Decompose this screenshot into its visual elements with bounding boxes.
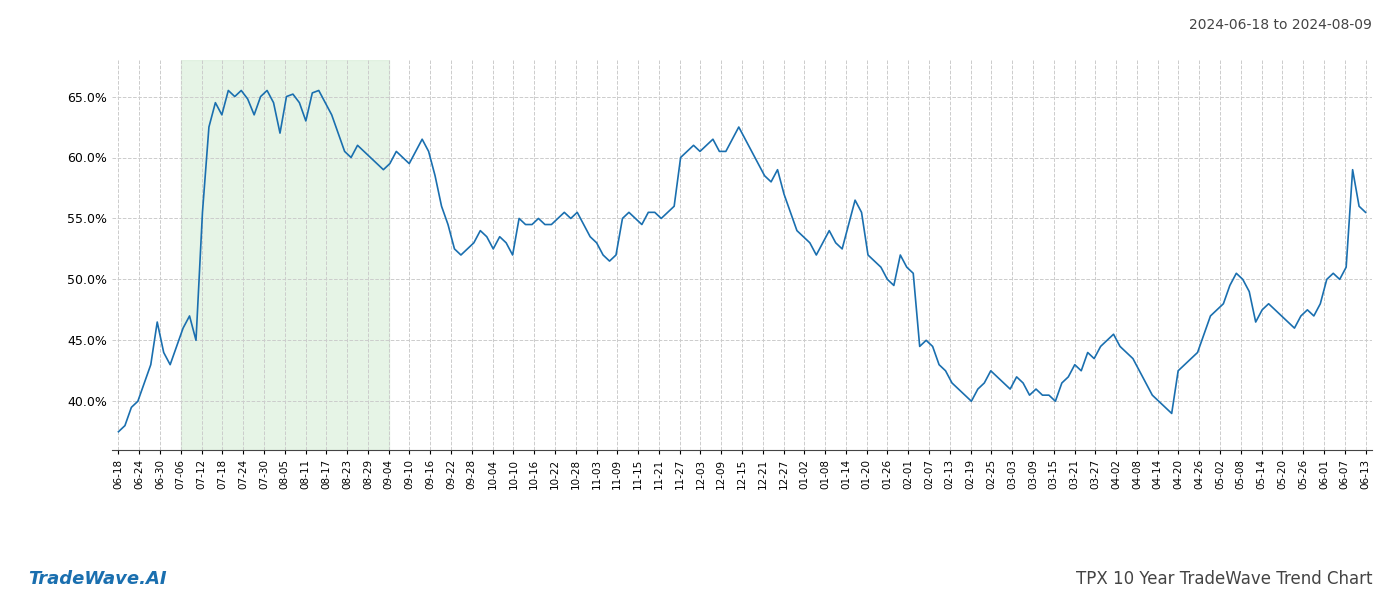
Text: 2024-06-18 to 2024-08-09: 2024-06-18 to 2024-08-09 (1189, 18, 1372, 32)
Text: TPX 10 Year TradeWave Trend Chart: TPX 10 Year TradeWave Trend Chart (1075, 570, 1372, 588)
Text: TradeWave.AI: TradeWave.AI (28, 570, 167, 588)
Bar (181, 60, 389, 450)
